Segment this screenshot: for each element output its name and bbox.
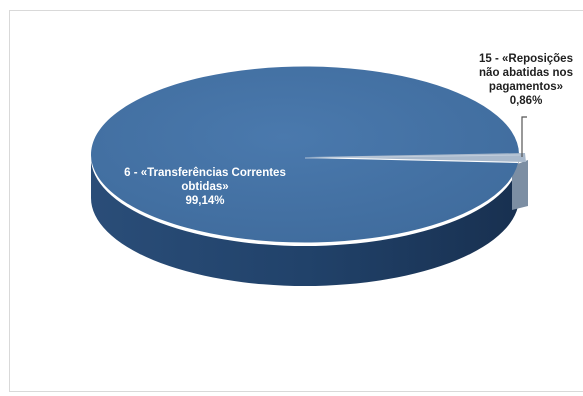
label-value: 0,86% xyxy=(509,95,543,107)
data-label-reposicoes: 15 - «Reposições não abatidas nos pagame… xyxy=(462,52,583,108)
leader-line xyxy=(521,116,527,157)
label-line-2: não abatidas nos xyxy=(479,67,573,79)
label-value: 99,14% xyxy=(185,195,225,207)
label-line-3: pagamentos» xyxy=(488,81,564,93)
label-line-2: obtidas» xyxy=(181,181,229,193)
label-line-1: 6 - «Transferências Correntes xyxy=(124,167,286,179)
pie-side-small xyxy=(512,160,528,210)
pie-slice-transferencias xyxy=(91,66,520,243)
label-line-1: 15 - «Reposições xyxy=(479,53,573,65)
pie-side-main xyxy=(91,158,519,286)
data-label-transferencias: 6 - «Transferências Correntes obtidas» 9… xyxy=(120,166,290,208)
